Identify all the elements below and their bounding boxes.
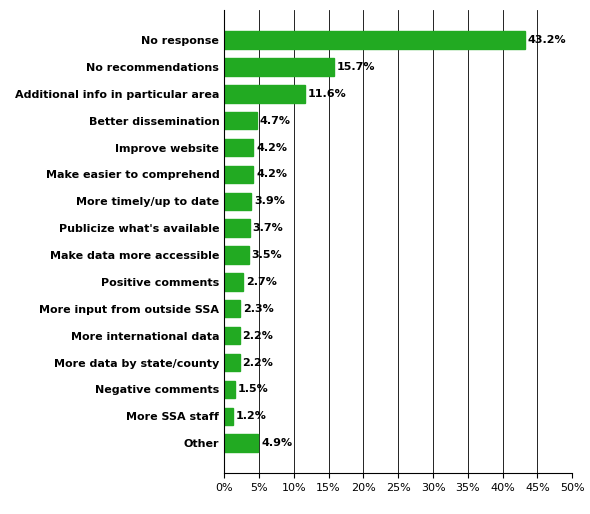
Text: 3.7%: 3.7%	[253, 223, 283, 233]
Text: 11.6%: 11.6%	[308, 89, 346, 99]
Bar	[224, 112, 257, 130]
Text: 4.9%: 4.9%	[261, 438, 292, 448]
Bar	[224, 139, 254, 156]
Text: 1.5%: 1.5%	[237, 384, 268, 394]
Text: 43.2%: 43.2%	[527, 35, 566, 45]
Bar	[224, 327, 240, 344]
Text: 2.7%: 2.7%	[246, 277, 277, 287]
Bar	[224, 273, 243, 290]
Text: 2.2%: 2.2%	[242, 358, 273, 368]
Bar	[224, 434, 258, 452]
Bar	[224, 193, 251, 210]
Text: 15.7%: 15.7%	[336, 62, 375, 72]
Bar	[224, 31, 525, 49]
Text: 3.5%: 3.5%	[251, 250, 282, 260]
Bar	[224, 381, 235, 398]
Bar	[224, 408, 232, 425]
Bar	[224, 85, 305, 102]
Text: 4.2%: 4.2%	[256, 142, 287, 153]
Text: 1.2%: 1.2%	[235, 411, 266, 421]
Bar	[224, 166, 254, 183]
Text: 2.2%: 2.2%	[242, 331, 273, 341]
Bar	[224, 246, 248, 264]
Text: 2.3%: 2.3%	[243, 304, 274, 314]
Bar	[224, 300, 240, 318]
Text: 3.9%: 3.9%	[254, 196, 285, 206]
Bar	[224, 354, 240, 371]
Text: 4.2%: 4.2%	[256, 170, 287, 179]
Bar	[224, 58, 333, 76]
Text: 4.7%: 4.7%	[260, 116, 291, 125]
Bar	[224, 219, 250, 237]
